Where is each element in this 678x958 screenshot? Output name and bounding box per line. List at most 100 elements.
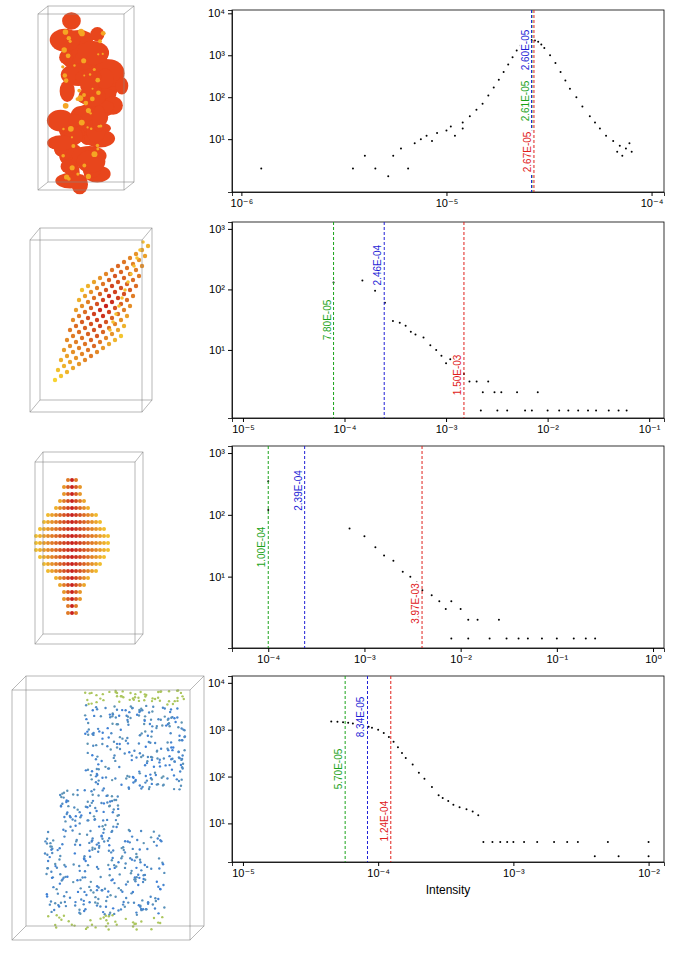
cloud-dot <box>89 805 91 807</box>
lattice-dot <box>42 534 46 538</box>
data-point <box>352 723 354 725</box>
box-front <box>12 690 190 940</box>
cloud-dot <box>157 921 159 923</box>
cloud-dot <box>81 876 83 878</box>
cloud-dot <box>126 719 128 721</box>
cloud-dot <box>170 708 172 710</box>
data-point <box>537 41 539 43</box>
cloud-dot <box>96 755 98 757</box>
cloud-dot <box>162 775 164 777</box>
cloud-dot <box>49 842 51 844</box>
box-edge <box>135 634 143 644</box>
lattice-dot <box>86 300 90 304</box>
cloud-dot <box>53 909 55 911</box>
cloud-dot <box>149 773 151 775</box>
cloud-dot <box>92 891 94 893</box>
lattice-dot <box>132 264 136 268</box>
cloud-dot <box>44 852 46 854</box>
lattice-dot <box>98 527 102 531</box>
lattice-dot <box>86 534 90 538</box>
lattice-dot <box>104 336 108 340</box>
data-point <box>431 594 433 596</box>
blob-spot <box>61 47 66 52</box>
lattice-dot <box>74 506 78 510</box>
cloud-dot <box>120 857 122 859</box>
lattice-dot <box>62 597 66 601</box>
blob-spot <box>81 58 86 63</box>
data-point <box>410 331 412 333</box>
lattice-dot <box>66 604 70 608</box>
cloud-dot <box>95 744 97 746</box>
threshold-label: 1.00E-04 <box>256 526 267 567</box>
lattice-dot <box>70 527 74 531</box>
lattice-dot <box>134 284 138 288</box>
x-tick-mark <box>241 192 242 196</box>
x-axis-title: Intensity <box>426 883 471 897</box>
blob-spot <box>93 68 96 71</box>
cloud-dot <box>137 874 139 876</box>
lattice-dot <box>82 506 86 510</box>
blob-spot <box>92 88 94 90</box>
cloud-dot <box>109 716 111 718</box>
y-tick-mark <box>228 453 232 454</box>
lattice-dot <box>90 527 94 531</box>
data-point <box>414 142 416 144</box>
lattice-dot <box>125 266 129 270</box>
cloud-dot <box>174 760 176 762</box>
lattice-dot <box>82 562 86 566</box>
cloud-dot <box>131 754 133 756</box>
cloud-dot <box>45 873 47 875</box>
lattice-dot <box>70 555 74 559</box>
data-point <box>480 409 482 411</box>
x-tick: 10⁻⁴ <box>334 418 357 435</box>
cloud-dot <box>145 908 147 910</box>
cloud-dot <box>105 919 107 921</box>
cloud-dot <box>97 794 99 796</box>
threshold-lines <box>334 222 464 418</box>
blob-spot <box>96 147 99 150</box>
lattice-dot <box>46 520 50 524</box>
cloud-dot <box>108 767 110 769</box>
cloud-dot <box>124 709 126 711</box>
lattice-dot <box>82 527 86 531</box>
cloud-dot <box>107 864 109 866</box>
cloud-dot <box>101 838 103 840</box>
cloud-dot <box>171 768 173 770</box>
y-tick: 10³ <box>209 49 232 61</box>
x-tick-mark <box>446 418 447 422</box>
cloud-dot <box>180 721 182 723</box>
cloud-dot <box>67 805 69 807</box>
x-tick-mark <box>364 648 365 652</box>
cloud-dot <box>103 840 105 842</box>
data-point <box>405 757 407 759</box>
x-tick: 10⁻⁴ <box>367 862 390 879</box>
cloud-dot <box>49 856 51 858</box>
lattice-dot <box>106 534 110 538</box>
data-point <box>554 62 556 64</box>
cloud-dot <box>134 880 136 882</box>
cloud-dot <box>90 702 92 704</box>
lattice-dot <box>94 513 98 517</box>
lattice-dot <box>58 562 62 566</box>
lattice-dot <box>62 520 66 524</box>
data-point <box>431 140 433 142</box>
data-point <box>467 637 469 639</box>
lattice-dot <box>74 499 78 503</box>
lattice-dot <box>50 555 54 559</box>
cloud-dot <box>127 901 129 903</box>
cloud-dot <box>143 699 145 701</box>
cloud-dot <box>57 892 59 894</box>
blob-spot <box>79 31 85 37</box>
cloud-dot <box>130 872 132 874</box>
blob-spot <box>83 101 88 106</box>
lattice-dot <box>128 288 132 292</box>
cloud-dot <box>140 830 142 832</box>
lattice-dot <box>70 520 74 524</box>
cloud-dot <box>91 770 93 772</box>
lattice-dot <box>90 548 94 552</box>
cloud-dot <box>80 887 82 889</box>
cloud-dot <box>157 718 159 720</box>
cloud-dot <box>168 722 170 724</box>
lattice-dot <box>104 272 108 276</box>
cloud-dot <box>63 816 65 818</box>
